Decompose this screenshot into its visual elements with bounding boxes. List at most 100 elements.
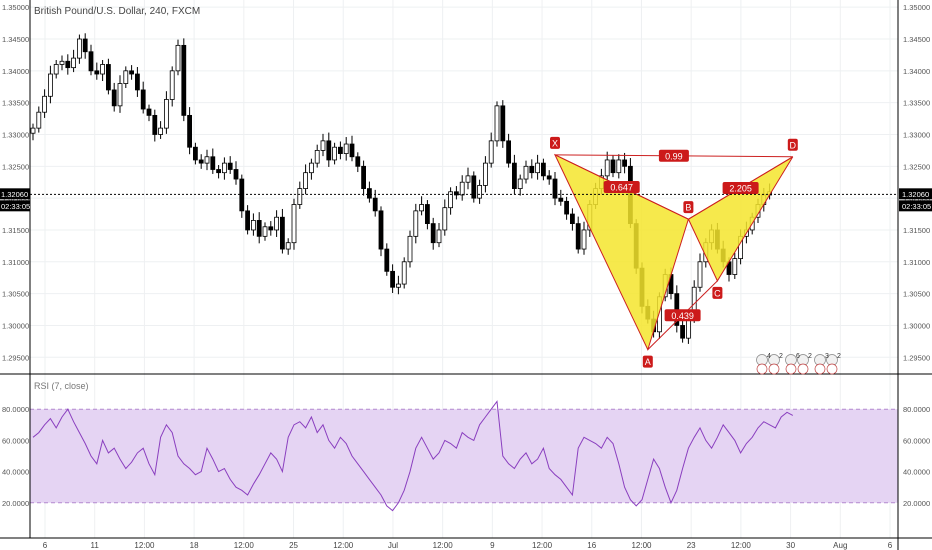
candle[interactable] [558, 189, 564, 206]
candle[interactable] [169, 66, 175, 107]
candle[interactable] [187, 107, 193, 155]
candle[interactable] [210, 148, 216, 174]
candle[interactable] [442, 199, 448, 236]
candle[interactable] [535, 154, 540, 180]
candle[interactable] [71, 49, 76, 73]
candle[interactable] [117, 75, 123, 113]
candle[interactable] [285, 238, 291, 255]
candle[interactable] [529, 159, 535, 179]
candle[interactable] [349, 135, 355, 162]
candle[interactable] [59, 55, 65, 71]
candle[interactable] [198, 154, 204, 169]
candle[interactable] [123, 66, 129, 89]
harmonic-pattern[interactable]: X A B C D 0.99 0.647 2.205 0.439 [550, 136, 798, 368]
candle[interactable] [378, 206, 384, 257]
candle[interactable] [221, 157, 227, 180]
candle[interactable] [204, 149, 210, 171]
candle[interactable] [129, 65, 135, 80]
candle[interactable] [326, 132, 332, 167]
candle[interactable] [303, 164, 309, 195]
candle[interactable] [355, 152, 361, 173]
candle[interactable] [570, 208, 575, 231]
candle[interactable] [106, 58, 111, 95]
candle[interactable] [320, 133, 326, 157]
candle[interactable] [506, 133, 512, 168]
candle[interactable] [233, 161, 239, 185]
candle[interactable] [471, 171, 477, 203]
candle[interactable] [581, 221, 587, 255]
candle[interactable] [552, 172, 558, 206]
candle[interactable] [140, 81, 146, 114]
candle[interactable] [407, 230, 413, 268]
candle[interactable] [366, 181, 372, 203]
candle[interactable] [274, 210, 280, 237]
candle[interactable] [48, 65, 53, 104]
candle[interactable] [146, 104, 152, 122]
candle[interactable] [413, 203, 419, 244]
candle[interactable] [401, 257, 407, 289]
candle[interactable] [564, 196, 569, 220]
candle[interactable] [575, 216, 581, 254]
candle[interactable] [175, 39, 181, 76]
candle[interactable] [216, 165, 222, 179]
candle[interactable] [134, 67, 140, 97]
candle[interactable] [384, 243, 390, 276]
candle[interactable] [337, 141, 343, 160]
candle[interactable] [430, 217, 436, 250]
candle[interactable] [424, 200, 430, 230]
candle[interactable] [53, 60, 59, 79]
candle[interactable] [279, 208, 285, 254]
candle[interactable] [268, 221, 274, 236]
candle[interactable] [500, 100, 506, 148]
candle[interactable] [674, 285, 680, 333]
candle[interactable] [343, 137, 349, 161]
candle[interactable] [361, 160, 367, 196]
candle[interactable] [622, 152, 627, 174]
candle[interactable] [732, 252, 738, 279]
candle[interactable] [82, 33, 88, 59]
candle[interactable] [390, 264, 396, 293]
candle[interactable] [477, 179, 483, 204]
candle[interactable] [77, 34, 82, 64]
candle[interactable] [36, 106, 42, 133]
candle[interactable] [262, 222, 268, 241]
candles[interactable] [30, 33, 772, 344]
candle[interactable] [256, 212, 262, 244]
candle[interactable] [291, 198, 297, 250]
candle[interactable] [448, 187, 454, 215]
candle[interactable] [436, 222, 442, 248]
candle[interactable] [297, 181, 303, 209]
candle[interactable] [158, 121, 164, 139]
candle[interactable] [111, 82, 117, 112]
candle[interactable] [459, 175, 465, 201]
candle[interactable] [308, 158, 314, 180]
candle[interactable] [453, 186, 459, 200]
candle[interactable] [181, 38, 187, 122]
candle[interactable] [163, 91, 169, 134]
candle[interactable] [152, 109, 158, 142]
candle[interactable] [488, 132, 494, 168]
candle[interactable] [604, 151, 610, 183]
candle[interactable] [546, 170, 552, 185]
candle[interactable] [94, 62, 100, 80]
candle[interactable] [314, 144, 320, 168]
candle[interactable] [65, 54, 71, 75]
candle[interactable] [697, 253, 703, 292]
candle[interactable] [192, 142, 198, 165]
candle[interactable] [250, 213, 256, 236]
candle[interactable] [88, 44, 94, 76]
candle[interactable] [610, 155, 616, 178]
candle[interactable] [30, 123, 36, 141]
candle[interactable] [512, 154, 517, 195]
candle[interactable] [332, 142, 338, 165]
candle[interactable] [616, 154, 622, 179]
candle[interactable] [227, 156, 233, 174]
candle[interactable] [42, 89, 47, 118]
candle[interactable] [517, 174, 523, 196]
candle[interactable] [494, 101, 500, 147]
